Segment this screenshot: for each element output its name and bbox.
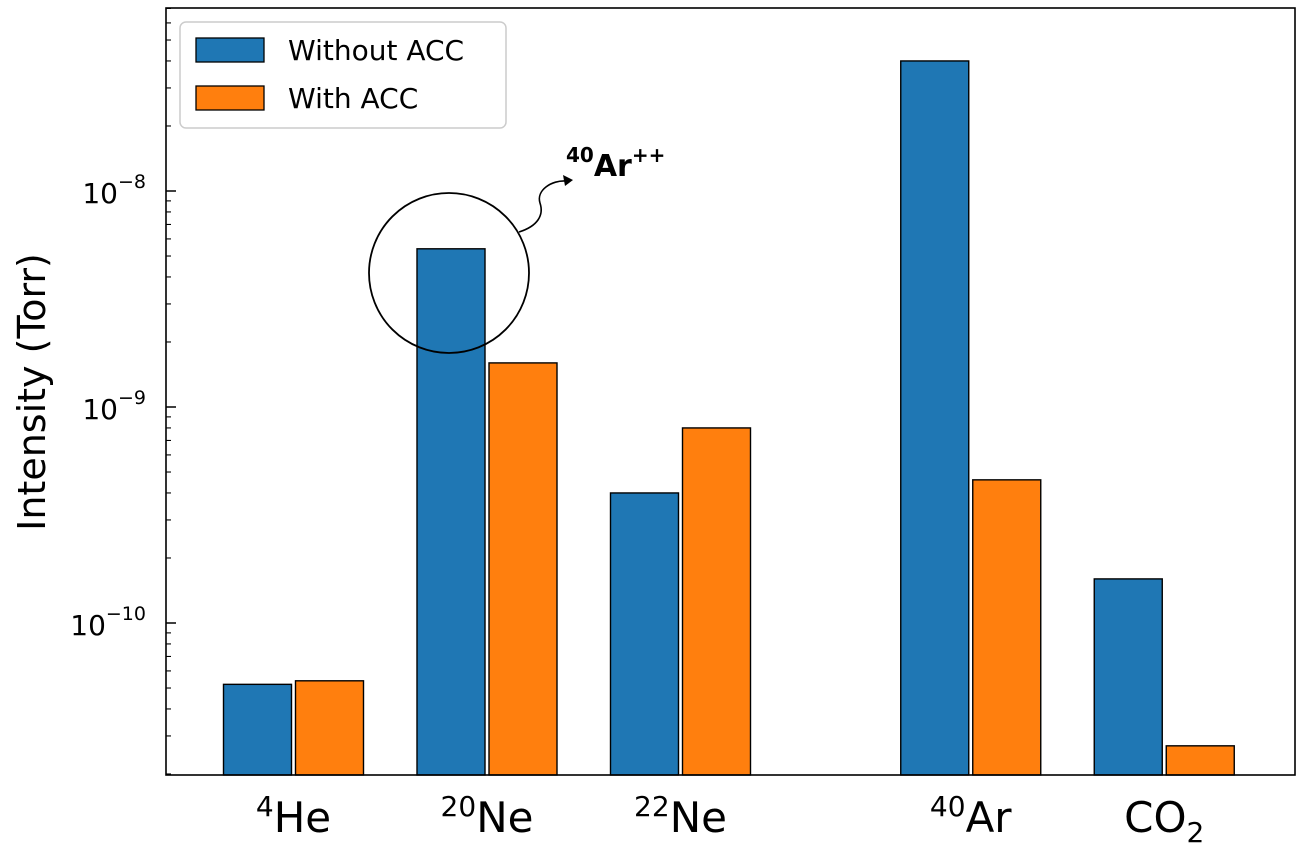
legend-label-without-acc: Without ACC	[288, 34, 464, 67]
y-tick-exponent: −9	[118, 387, 146, 409]
y-tick-base: 10	[82, 177, 118, 210]
bar-without-acc-1	[416, 248, 486, 776]
x-label-sup: 4	[256, 790, 274, 823]
annotation-label: 40Ar++	[566, 143, 665, 184]
legend-swatch-with-acc	[195, 85, 265, 111]
x-tick-label-0: 4He	[256, 790, 331, 842]
annotation-arrowhead	[563, 175, 573, 186]
legend-swatch-without-acc	[195, 37, 265, 63]
y-tick-label-1: 10−9	[82, 387, 146, 426]
y-axis-label: Intensity (Torr)	[10, 253, 54, 531]
bar-with-acc-3	[972, 479, 1042, 776]
annotation: 40Ar++	[368, 143, 665, 354]
annotation-label-post: ++	[632, 143, 666, 167]
bar-without-acc-4	[1093, 578, 1163, 776]
bar-without-acc-2	[609, 492, 680, 776]
x-label-sup: 40	[930, 790, 966, 823]
x-tick-label-4: CO2	[1124, 793, 1204, 845]
y-tick-base: 10	[82, 393, 118, 426]
bar-with-acc-0	[294, 680, 365, 776]
annotation-label-main: Ar	[594, 149, 632, 184]
annotation-arrow	[518, 180, 567, 233]
bar-with-acc-1	[488, 362, 558, 776]
y-tick-exponent: −10	[106, 603, 146, 625]
legend-label-with-acc: With ACC	[288, 82, 418, 115]
legend: Without ACC With ACC	[179, 21, 507, 129]
x-label-sup: 22	[634, 790, 670, 823]
x-label-sup: 20	[441, 790, 477, 823]
y-tick-label-2: 10−8	[82, 171, 146, 210]
x-label-main: Ar	[966, 793, 1013, 842]
bar-without-acc-0	[222, 683, 293, 776]
annotation-circle	[368, 192, 530, 354]
x-label-main: Ne	[670, 793, 727, 842]
y-tick-base: 10	[70, 609, 106, 642]
x-axis-tick-labels: 4He 20Ne 22Ne 40Ar CO2	[256, 790, 1204, 845]
plot-frame	[165, 7, 1296, 776]
bar-with-acc-2	[681, 427, 752, 776]
x-label-main: Ne	[476, 793, 533, 842]
bar-with-acc-4	[1165, 745, 1235, 776]
bar-without-acc-3	[900, 60, 970, 776]
x-tick-label-2: 22Ne	[634, 790, 727, 842]
x-label-sub: 2	[1187, 816, 1205, 845]
x-label-main: CO	[1124, 793, 1186, 842]
x-tick-label-1: 20Ne	[441, 790, 534, 842]
x-label-main: He	[274, 793, 331, 842]
y-tick-label-0: 10−10	[70, 603, 146, 642]
x-tick-label-3: 40Ar	[930, 790, 1012, 842]
y-tick-exponent: −8	[118, 171, 146, 193]
annotation-label-sup: 40	[566, 143, 594, 167]
bar-series	[222, 60, 1235, 776]
